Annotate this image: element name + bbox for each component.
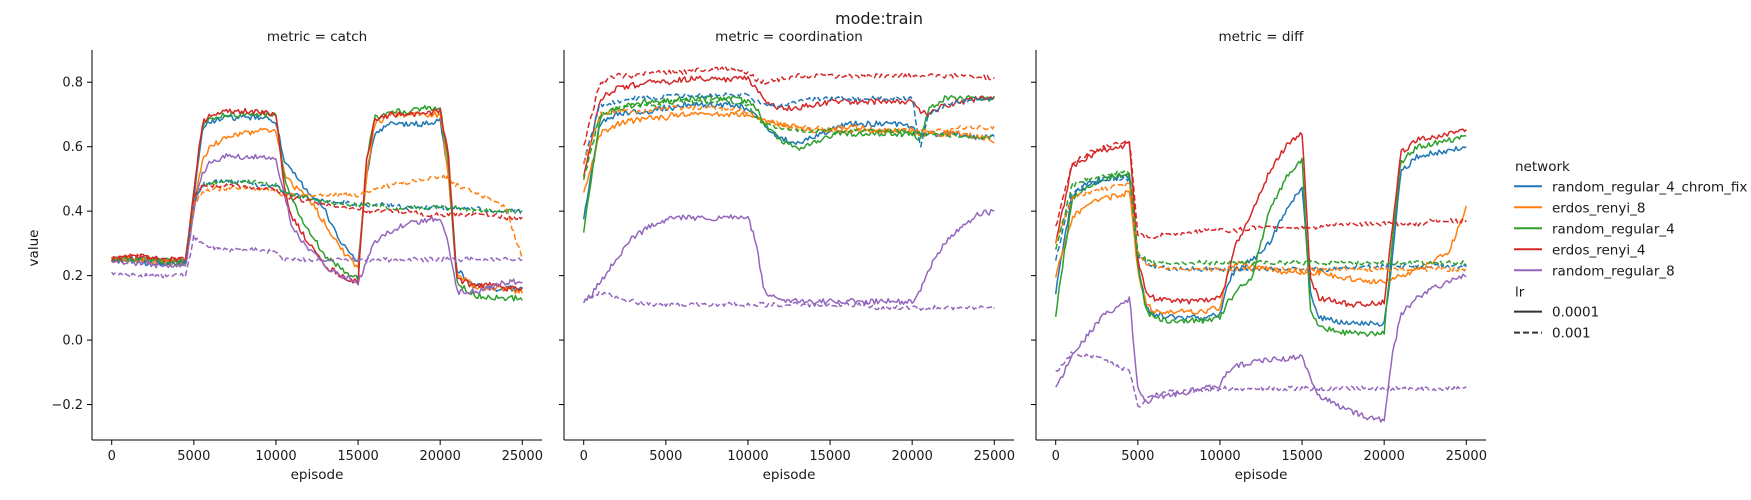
- legend-title: network: [1515, 159, 1570, 175]
- facet-panel: metric = coordination 0 5000 10000 15000 2000…: [559, 29, 1015, 483]
- y-tick-label: 0.0: [62, 334, 83, 349]
- x-tick-label: 25000: [974, 449, 1015, 464]
- series-line-erdos-renyi-4-lr-0-001: [583, 66, 995, 146]
- legend-entry: random_regular_4: [1514, 221, 1675, 237]
- series-line-erdos-renyi-8-lr-0-001: [111, 174, 524, 263]
- series-line-random-regular-8-lr-0-001: [111, 234, 523, 279]
- series-line-erdos-renyi-8-lr-0-001: [582, 105, 995, 165]
- x-tick-label: 25000: [502, 449, 543, 464]
- series-line-erdos-renyi-4-lr-0-0001: [110, 107, 523, 292]
- facet-title: metric = diff: [1219, 29, 1305, 45]
- x-tick-label: 5000: [649, 449, 682, 464]
- legend-label: random_regular_4_chrom_fix: [1552, 179, 1747, 195]
- legend-label: random_regular_4: [1552, 221, 1675, 237]
- x-tick-label: 10000: [1199, 449, 1240, 464]
- facet-title: metric = catch: [267, 29, 367, 45]
- x-tick-label: 5000: [1121, 449, 1154, 464]
- x-axis-label: episode: [1235, 467, 1288, 483]
- series-line-random-regular-4-lr-0-0001: [1054, 134, 1467, 337]
- x-tick-label: 15000: [337, 449, 378, 464]
- legend-label: erdos_renyi_8: [1552, 200, 1645, 216]
- x-tick-label: 5000: [177, 449, 210, 464]
- legend-entry: erdos_renyi_4: [1514, 242, 1645, 258]
- legend-style-title: lr: [1515, 284, 1525, 300]
- x-tick-label: 20000: [419, 449, 460, 464]
- x-tick-label: 20000: [891, 449, 932, 464]
- facet-title: metric = coordination: [715, 29, 863, 45]
- facet-panel: metric = diff 0 5000 10000 15000 20000 25000 ep…: [1031, 29, 1487, 483]
- y-tick-label: 0.2: [62, 269, 83, 284]
- series-line-random-regular-4-lr-0-0001: [582, 94, 995, 233]
- x-axis-label: episode: [291, 467, 344, 483]
- facets: metric = catch −0.2 0.0 0.2 0.4 0.6 0.8 0 5000 10…: [51, 29, 1487, 483]
- series-line-random-regular-4-lr-0-001: [582, 98, 995, 181]
- legend-entry: random_regular_8: [1514, 263, 1675, 279]
- x-tick-label: 0: [108, 449, 116, 464]
- series-line-erdos-renyi-8-lr-0-001: [1054, 182, 1467, 273]
- x-tick-label: 10000: [727, 449, 768, 464]
- facet-panel: metric = catch −0.2 0.0 0.2 0.4 0.6 0.8 0 5000 10…: [51, 29, 543, 483]
- legend-entry: 0.0001: [1514, 305, 1599, 321]
- series-line-random-regular-4-lr-0-001: [1054, 170, 1467, 266]
- series-line-random-regular-8-lr-0-0001: [111, 152, 523, 296]
- series-line-random-regular-8-lr-0-001: [583, 291, 995, 311]
- series-group: [582, 66, 995, 311]
- y-tick-label: 0.6: [62, 140, 83, 155]
- chart-title: mode:train: [835, 9, 923, 28]
- x-axis-label: episode: [763, 467, 816, 483]
- x-tick-label: 0: [1052, 449, 1060, 464]
- series-line-random-regular-4-chrom-fix-lr-0-001: [582, 92, 995, 164]
- series-line-erdos-renyi-4-lr-0-0001: [1054, 128, 1467, 308]
- series-line-erdos-renyi-4-lr-0-001: [111, 182, 523, 263]
- legend-label: 0.0001: [1552, 305, 1599, 321]
- series-line-random-regular-4-chrom-fix-lr-0-001: [111, 179, 523, 266]
- series-line-random-regular-8-lr-0-0001: [1055, 273, 1467, 423]
- legend-label: random_regular_8: [1552, 263, 1675, 279]
- y-tick-label: −0.2: [51, 398, 83, 413]
- x-tick-label: 20000: [1363, 449, 1404, 464]
- legend-entry: random_regular_4_chrom_fix: [1514, 179, 1747, 195]
- series-line-random-regular-4-chrom-fix-lr-0-0001: [1054, 145, 1467, 327]
- series-line-erdos-renyi-4-lr-0-0001: [582, 75, 995, 177]
- series-group: [110, 104, 524, 302]
- y-axis-label: value: [26, 230, 42, 267]
- series-group: [1054, 128, 1468, 423]
- series-line-random-regular-4-lr-0-001: [111, 179, 523, 263]
- series-line-erdos-renyi-4-lr-0-001: [1055, 139, 1467, 240]
- x-tick-label: 25000: [1446, 449, 1487, 464]
- series-line-random-regular-8-lr-0-001: [1055, 351, 1467, 408]
- legend-entry: 0.001: [1514, 326, 1591, 342]
- x-tick-label: 15000: [1281, 449, 1322, 464]
- x-tick-label: 10000: [255, 449, 296, 464]
- legend-label: 0.001: [1552, 326, 1591, 342]
- x-tick-label: 15000: [809, 449, 850, 464]
- legend-entry: erdos_renyi_8: [1514, 200, 1645, 216]
- legend: network random_regular_4_chrom_fix erdos_r…: [1514, 159, 1747, 342]
- series-line-erdos-renyi-8-lr-0-0001: [582, 110, 995, 193]
- y-tick-label: 0.4: [62, 205, 83, 220]
- x-tick-label: 0: [580, 449, 588, 464]
- legend-label: erdos_renyi_4: [1552, 242, 1645, 258]
- series-line-random-regular-8-lr-0-0001: [583, 209, 995, 306]
- y-tick-label: 0.8: [62, 76, 83, 91]
